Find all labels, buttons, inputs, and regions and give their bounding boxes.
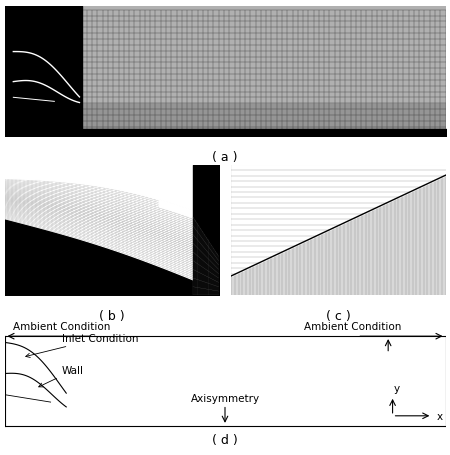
Text: Ambient Condition: Ambient Condition <box>14 322 111 331</box>
Text: ( b ): ( b ) <box>99 309 124 322</box>
Text: ( a ): ( a ) <box>212 150 238 163</box>
Text: y: y <box>394 384 400 394</box>
Text: ( d ): ( d ) <box>212 433 238 446</box>
Text: Inlet Condition: Inlet Condition <box>26 334 138 358</box>
Text: x: x <box>436 411 443 421</box>
Text: Axisymmetry: Axisymmetry <box>190 394 260 404</box>
Text: ( c ): ( c ) <box>326 309 351 322</box>
Text: Wall: Wall <box>39 366 84 387</box>
Bar <box>82 7 446 137</box>
Text: Ambient Condition: Ambient Condition <box>304 322 402 331</box>
